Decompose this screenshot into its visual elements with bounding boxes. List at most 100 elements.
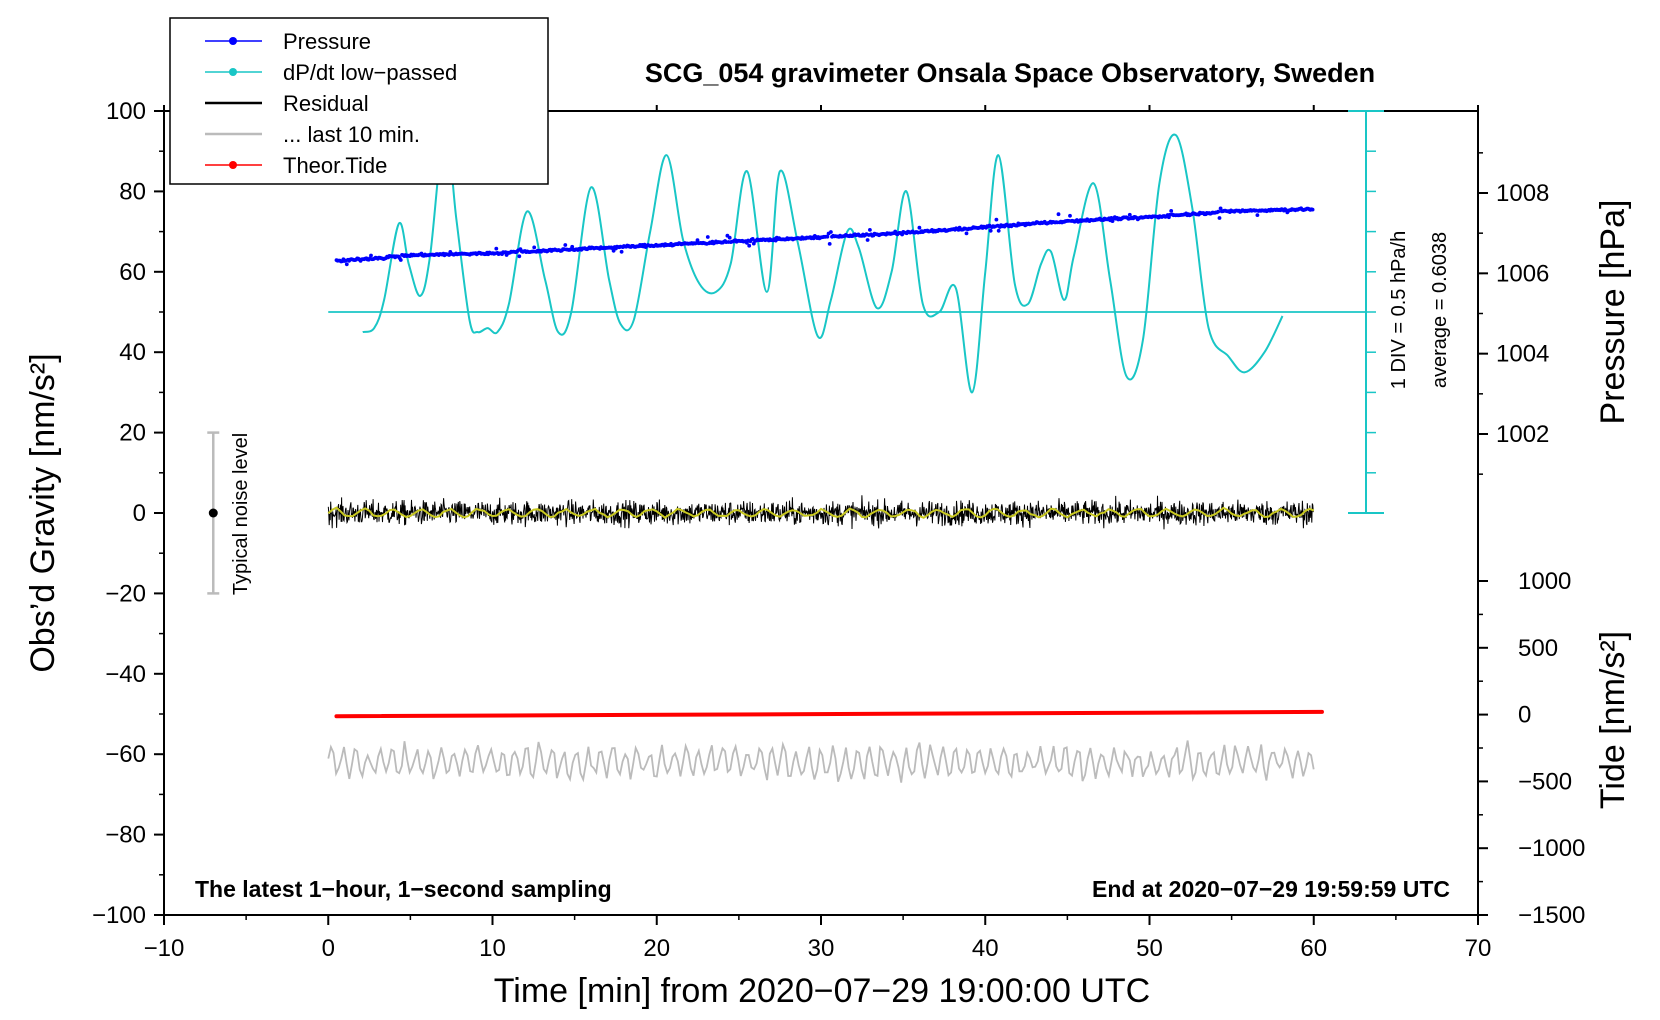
tide-tick-label-2: 0	[1518, 702, 1531, 729]
pressure-point	[494, 246, 499, 251]
tide-tick-label-3: −500	[1518, 768, 1572, 795]
pressure-point	[994, 217, 999, 222]
pressure-point	[705, 235, 710, 239]
pressure-point	[868, 228, 872, 232]
tide-tick-label-4: −1000	[1518, 835, 1585, 862]
legend-item-2: Residual	[205, 91, 369, 116]
pressure-point	[964, 231, 969, 236]
y-axis-left: 100 80 60 40 20 0 −20 −40 −60 −80 −100	[92, 98, 164, 929]
pressure-point	[563, 243, 568, 247]
y-tick-label-6: −20	[105, 580, 146, 607]
average-label: average = 0.6038	[1429, 232, 1451, 388]
y-tick-label-4: 20	[119, 420, 146, 447]
pressure-tick-label-0: 1008	[1496, 180, 1549, 207]
noise-level-label: Typical noise level	[230, 433, 252, 595]
legend-label: ... last 10 min.	[283, 122, 420, 147]
footer-right: End at 2020−07−29 19:59:59 UTC	[1092, 876, 1450, 902]
y-tick-label-5: 0	[133, 500, 146, 527]
pressure-point	[398, 258, 403, 262]
pressure-point	[827, 242, 832, 246]
y-tick-label-2: 60	[119, 259, 146, 286]
chart-title: SCG_054 gravimeter Onsala Space Observat…	[645, 58, 1375, 88]
x-tick-label-2: 10	[479, 935, 506, 962]
tide-series-line	[334, 709, 1324, 719]
pressure-point	[1068, 213, 1072, 218]
legend-item-0: Pressure	[205, 29, 371, 54]
pressure-tick-label-2: 1004	[1496, 341, 1549, 368]
pressure-point	[1127, 212, 1132, 217]
y-axis-label-pressure: Pressure [hPa]	[1594, 200, 1632, 425]
x-tick-label-8: 70	[1465, 935, 1492, 962]
legend-swatch-dot	[229, 161, 237, 169]
legend-swatch-dot	[229, 37, 237, 45]
y-axis-pressure: 1008 1006 1004 1002	[1477, 111, 1549, 515]
y-axis-tide: 1000 500 0 −500 −1000 −1500	[1478, 568, 1585, 929]
legend-swatch-dot	[229, 68, 237, 76]
y-tick-label-9: −80	[105, 822, 146, 849]
legend-item-1: dP/dt low−passed	[205, 60, 457, 85]
pressure-point	[727, 235, 732, 240]
tide-tick-label-0: 1000	[1518, 568, 1571, 595]
y-axis-label-tide: Tide [nm/s²]	[1594, 631, 1632, 809]
footer-left: The latest 1−hour, 1−second sampling	[195, 876, 612, 902]
y-tick-label-7: −40	[105, 661, 146, 688]
pressure-point	[344, 262, 349, 267]
pressure-point	[1056, 212, 1061, 217]
pressure-point	[988, 228, 993, 233]
pressure-point	[1310, 207, 1315, 212]
legend-items: Pressure dP/dt low−passed Residual ... last…	[205, 29, 457, 178]
y-tick-label-0: 100	[106, 98, 146, 125]
legend-label: dP/dt low−passed	[283, 60, 457, 85]
x-tick-label-5: 40	[972, 935, 999, 962]
y-tick-label-3: 40	[119, 339, 146, 366]
pressure-point	[1169, 209, 1174, 213]
pressure-point	[747, 243, 752, 248]
pressure-point	[1216, 209, 1221, 214]
y-tick-label-1: 80	[119, 178, 146, 205]
legend-item-4: Theor.Tide	[205, 153, 387, 178]
y-axis-label-left: Obs’d Gravity [nm/s²]	[24, 353, 62, 672]
legend-item-3: ... last 10 min.	[205, 122, 420, 147]
x-tick-label-4: 30	[808, 935, 835, 962]
last-10-min-series-line	[327, 740, 1315, 783]
x-tick-label-3: 20	[643, 935, 670, 962]
pressure-point	[1217, 216, 1222, 220]
dpdt-series-line	[362, 126, 1284, 394]
pressure-point	[829, 230, 833, 234]
tide-tick-label-5: −1500	[1518, 902, 1585, 929]
pressure-point	[825, 234, 830, 239]
pressure-tick-label-3: 1002	[1496, 421, 1549, 448]
pressure-point	[611, 248, 616, 253]
pressure-point	[619, 249, 624, 254]
pressure-point	[1218, 206, 1223, 211]
pressure-point	[1255, 213, 1260, 218]
pressure-point	[865, 238, 870, 242]
legend-label: Theor.Tide	[283, 153, 387, 178]
x-tick-label-6: 50	[1136, 935, 1163, 962]
residual-smoothed-line	[327, 506, 1315, 519]
legend-label: Residual	[283, 91, 369, 116]
pressure-point	[570, 244, 575, 249]
legend-box	[169, 17, 549, 185]
noise-level-marker	[207, 431, 220, 595]
pressure-point	[517, 254, 522, 259]
pressure-tick-label-1: 1006	[1496, 260, 1549, 287]
div-label: 1 DIV = 0.5 hPa/h	[1388, 231, 1410, 389]
y-tick-label-10: −100	[92, 902, 146, 929]
pressure-point	[996, 228, 1001, 233]
tide-series	[334, 709, 1324, 719]
x-axis: −10 0 10 20 30 40 50 60 70	[144, 105, 1492, 962]
series-layer	[327, 126, 1366, 783]
y-tick-label-8: −60	[105, 741, 146, 768]
pressure-series	[334, 206, 1315, 267]
x-tick-label-1: 0	[322, 935, 335, 962]
noise-center-dot	[208, 508, 218, 518]
x-tick-label-0: −10	[144, 935, 185, 962]
x-axis-label: Time [min] from 2020−07−29 19:00:00 UTC	[494, 972, 1150, 1010]
pressure-point	[369, 253, 373, 258]
pressure-point	[695, 238, 700, 243]
legend: Pressure dP/dt low−passed Residual ... last…	[169, 17, 549, 185]
x-tick-label-7: 60	[1300, 935, 1327, 962]
residual-series-line	[327, 495, 1314, 530]
